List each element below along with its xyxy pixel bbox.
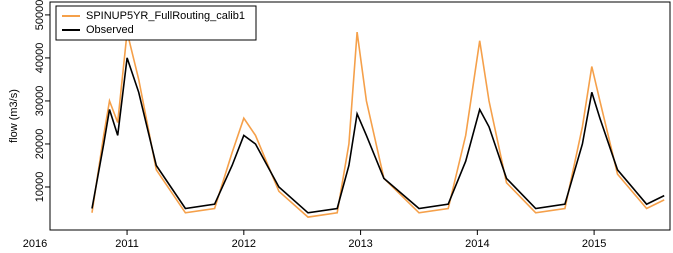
y-tick-label: 10000 (34, 172, 46, 203)
legend-label: SPINUP5YR_FullRouting_calib1 (86, 10, 245, 22)
x-tick-label: 2014 (465, 238, 489, 250)
series-line (92, 32, 664, 217)
y-tick-label: 40000 (34, 43, 46, 74)
x-tick-label: 2012 (232, 238, 256, 250)
annotation: 2016 (23, 238, 47, 250)
y-tick-label: 20000 (34, 129, 46, 160)
legend-label: Observed (86, 24, 134, 36)
x-tick-label: 2011 (115, 238, 139, 250)
series-line (92, 58, 664, 213)
chart: flow (m3/s) 2016 10000 20000 30000 40000 500… (0, 0, 673, 253)
y-tick-label: 50000 (34, 0, 46, 30)
y-axis-label: flow (m3/s) (8, 89, 20, 143)
y-tick-label: 30000 (34, 86, 46, 117)
x-tick-label: 2015 (582, 238, 606, 250)
x-tick-label: 2013 (348, 238, 372, 250)
